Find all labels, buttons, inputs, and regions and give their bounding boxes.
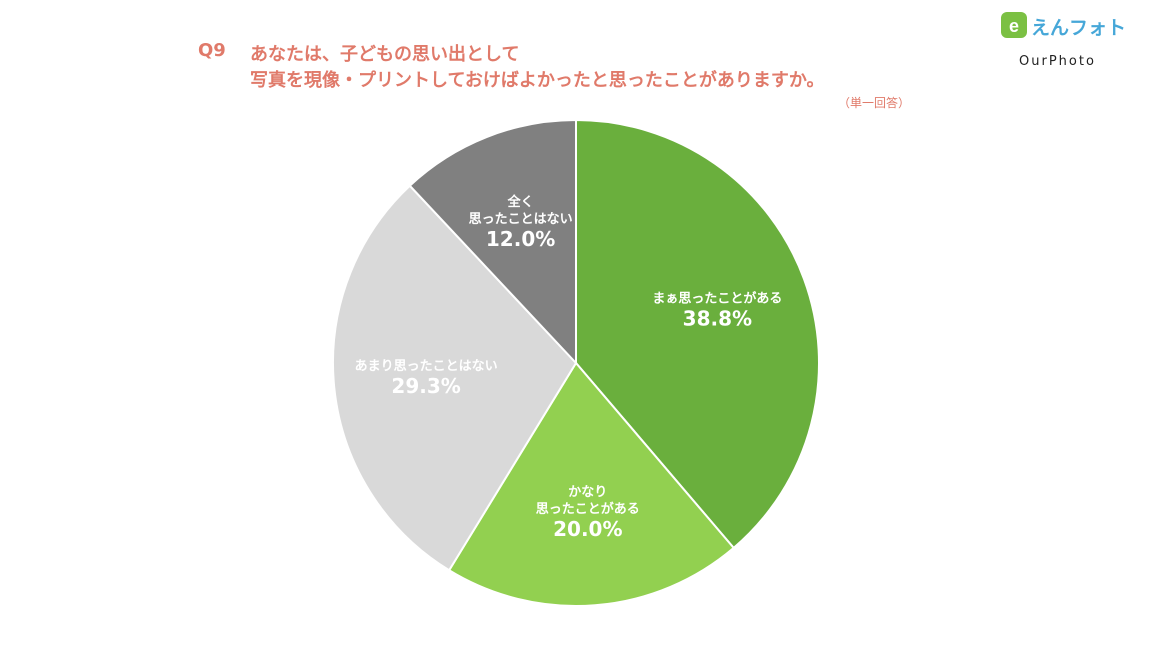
slice-value-label: 12.0%: [486, 227, 555, 251]
slice-category-label: かなり: [568, 485, 607, 500]
question-title-line1: あなたは、子どもの思い出として: [250, 44, 520, 65]
logo-mark-icon: e: [1001, 12, 1027, 38]
pie-slice-mostly-yes: [575, 118, 820, 550]
slice-value-label: 20.0%: [553, 517, 622, 541]
slice-category-label: 全く: [507, 194, 534, 210]
logo-mark-letter: e: [1009, 16, 1019, 36]
pie-slice-not-much: [332, 184, 578, 572]
pie-slice-not-at-all: [408, 118, 577, 366]
logo-name-en: OurPhoto: [1019, 54, 1096, 69]
question-title-line2: 写真を現像・プリントしておけばよかったと思ったことがありますか。: [250, 70, 825, 91]
slice-value-label: 29.3%: [391, 374, 460, 398]
question-number: Q9: [198, 40, 226, 61]
slice-value-label: 38.8%: [683, 306, 752, 330]
slice-category-label: あまり思ったことはない: [355, 359, 498, 374]
slice-category-label: まぁ思ったことがある: [652, 290, 782, 306]
slice-category-label: 思ったことはない: [469, 212, 573, 227]
slice-category-label: 思ったことがある: [536, 501, 640, 517]
logo-name-jp: えんフォト: [1031, 17, 1127, 39]
brand-logo: e えんフォト OurPhoto: [1001, 10, 1141, 70]
answer-type-note: （単一回答）: [837, 96, 910, 110]
pie-slice-very-much: [447, 361, 736, 607]
